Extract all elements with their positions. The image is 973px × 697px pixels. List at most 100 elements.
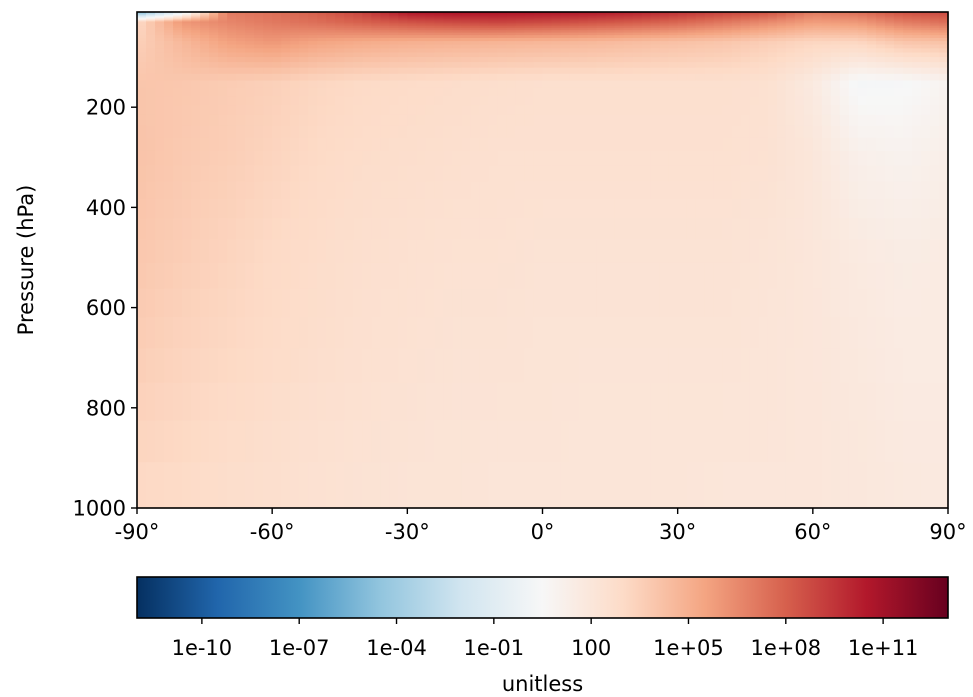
heatmap-cell	[569, 317, 580, 349]
heatmap-cell	[848, 150, 859, 167]
heatmap-cell	[209, 44, 219, 49]
heatmap-cell	[461, 13, 472, 15]
heatmap-cell	[326, 165, 336, 182]
heatmap-cell	[857, 73, 868, 82]
heatmap-cell	[416, 14, 426, 16]
heatmap-cell	[884, 80, 895, 89]
heatmap-cell	[497, 22, 508, 26]
heatmap-cell	[578, 87, 589, 97]
heatmap-cell	[704, 288, 715, 318]
heatmap-cell	[929, 87, 940, 97]
heatmap-cell	[416, 52, 426, 58]
heatmap-cell	[227, 57, 237, 63]
heatmap-cell	[146, 73, 156, 82]
heatmap-cell	[605, 44, 616, 49]
heatmap-cell	[938, 239, 949, 264]
heatmap-cell	[344, 462, 354, 509]
heatmap-cell	[191, 150, 201, 167]
heatmap-cell	[614, 15, 625, 18]
heatmap-cell	[695, 16, 706, 19]
heatmap-cell	[776, 288, 787, 318]
heatmap-cell	[191, 80, 201, 89]
heatmap-cell	[839, 32, 850, 36]
heatmap-cell	[731, 15, 742, 17]
heatmap-cell	[290, 67, 300, 75]
heatmap-cell	[740, 14, 751, 16]
heatmap-cell	[245, 382, 255, 422]
heatmap-cell	[245, 30, 255, 34]
heatmap-cell	[146, 67, 156, 75]
heatmap-cell	[425, 382, 435, 422]
heatmap-cell	[911, 239, 922, 264]
heatmap-cell	[398, 13, 408, 15]
heatmap-cell	[479, 462, 490, 509]
heatmap-cell	[137, 62, 147, 69]
heatmap-cell	[848, 22, 859, 26]
heatmap-cell	[200, 13, 210, 15]
heatmap-cell	[488, 18, 499, 21]
heatmap-cell	[605, 67, 616, 75]
heatmap-cell	[866, 348, 877, 384]
heatmap-cell	[875, 348, 886, 384]
heatmap-cell	[272, 26, 282, 29]
heatmap-cell	[290, 41, 300, 46]
heatmap-cell	[227, 13, 237, 15]
heatmap-cell	[632, 20, 643, 22]
heatmap-cell	[578, 18, 589, 21]
heatmap-cell	[803, 17, 814, 20]
heatmap-cell	[137, 15, 147, 18]
heatmap-cell	[488, 14, 499, 16]
heatmap-cell	[281, 15, 291, 18]
heatmap-cell	[740, 462, 751, 509]
heatmap-cell	[911, 462, 922, 509]
heatmap-cell	[407, 30, 417, 34]
heatmap-cell	[704, 13, 715, 15]
heatmap-cell	[866, 26, 877, 29]
heatmap-cell	[920, 16, 931, 19]
heatmap-cell	[731, 16, 742, 19]
heatmap-cell	[506, 150, 517, 167]
heatmap-cell	[227, 30, 237, 34]
heatmap-cell	[911, 137, 922, 152]
heatmap-cell	[938, 462, 949, 509]
heatmap-cell	[704, 52, 715, 58]
heatmap-cell	[308, 150, 318, 167]
heatmap-cell	[767, 105, 778, 116]
heatmap-cell	[191, 348, 201, 384]
heatmap-cell	[506, 462, 517, 509]
heatmap-cell	[830, 26, 841, 29]
heatmap-cell	[299, 13, 309, 15]
heatmap-cell	[524, 30, 535, 34]
heatmap-cell	[452, 73, 462, 82]
heatmap-cell	[344, 262, 354, 290]
heatmap-cell	[254, 462, 264, 509]
heatmap-cell	[380, 20, 390, 22]
heatmap-cell	[371, 41, 381, 46]
heatmap-cell	[182, 35, 192, 39]
heatmap-cell	[326, 150, 336, 167]
heatmap-cell	[326, 125, 336, 139]
heatmap-cell	[722, 35, 733, 39]
heatmap-cell	[209, 181, 219, 200]
heatmap-cell	[443, 165, 453, 182]
heatmap-cell	[416, 48, 426, 54]
heatmap-cell	[218, 462, 228, 509]
heatmap-cell	[848, 262, 859, 290]
heatmap-cell	[677, 41, 688, 46]
heatmap-cell	[650, 21, 661, 24]
heatmap-cell	[551, 239, 562, 264]
heatmap-cell	[353, 14, 363, 16]
heatmap-cell	[740, 198, 751, 219]
heatmap-cell	[794, 22, 805, 26]
heatmap-cell	[659, 24, 670, 27]
heatmap-cell	[146, 105, 156, 116]
heatmap-cell	[803, 348, 814, 384]
heatmap-cell	[596, 28, 607, 31]
heatmap-cell	[173, 35, 183, 39]
heatmap-cell	[173, 32, 183, 36]
heatmap-cell	[416, 67, 426, 75]
heatmap-cell	[605, 20, 616, 22]
heatmap-cell	[407, 114, 417, 127]
heatmap-cell	[146, 114, 156, 127]
heatmap-cell	[911, 38, 922, 42]
